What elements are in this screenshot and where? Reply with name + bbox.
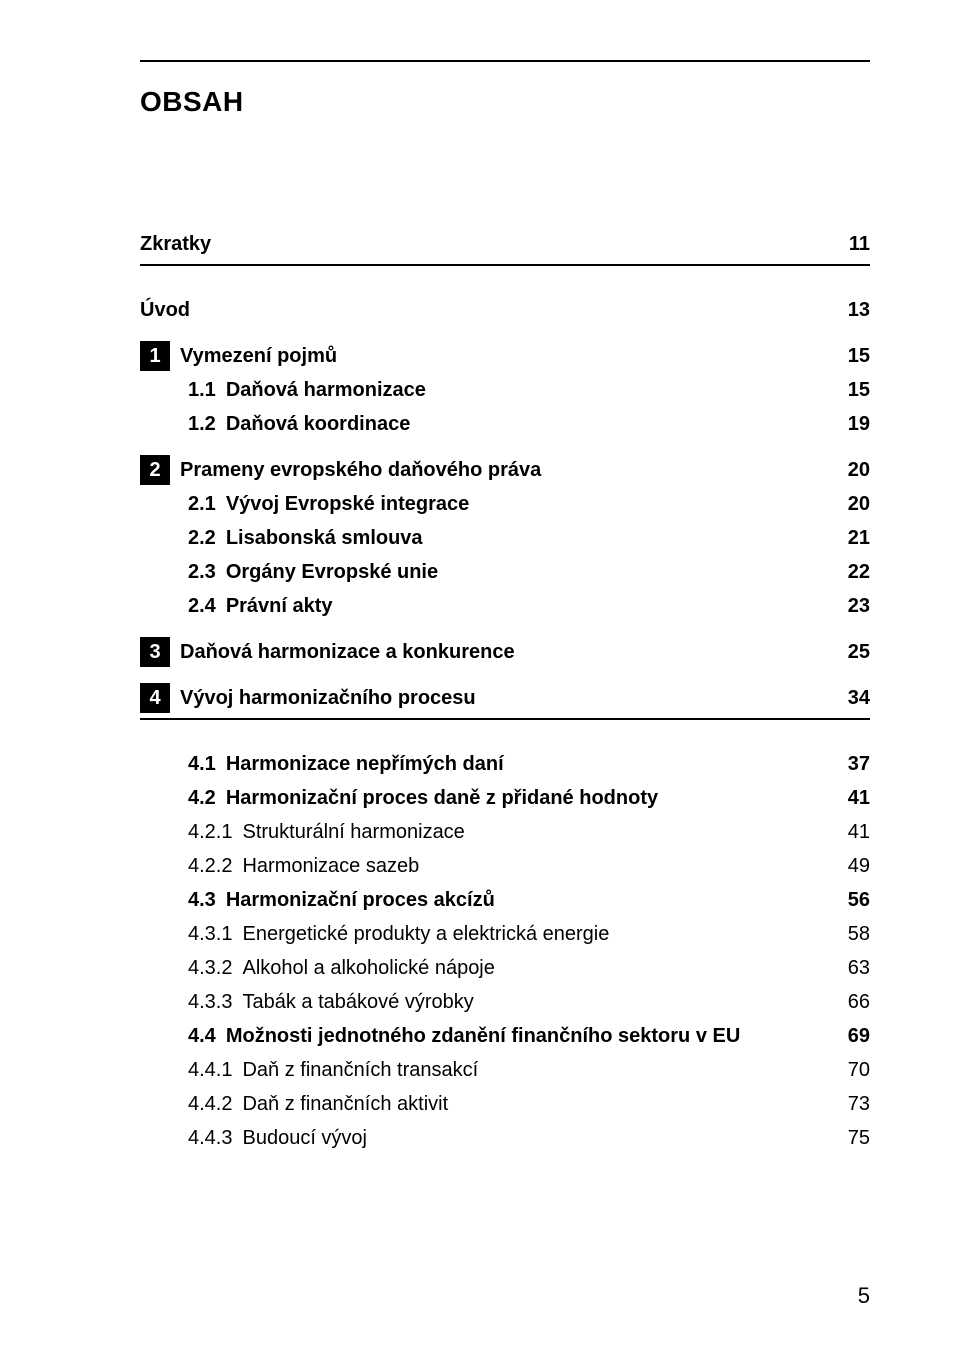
entry-label: Právní akty — [226, 590, 333, 622]
entry-label: Strukturální harmonizace — [242, 816, 464, 848]
entry-label: Daň z finančních transakcí — [242, 1054, 478, 1086]
entry-page: 22 — [848, 556, 870, 588]
entry-page: 13 — [848, 294, 870, 326]
entry-number: 4.3 — [188, 884, 216, 916]
toc-row: 2 Prameny evropského daňového práva 20 — [140, 454, 870, 486]
page-title: OBSAH — [140, 86, 870, 118]
entry-page: 56 — [848, 884, 870, 916]
entry-number: 4.2.2 — [188, 850, 232, 882]
toc-row: 4.4.3 Budoucí vývoj 75 — [140, 1122, 870, 1154]
entry-page: 41 — [848, 816, 870, 848]
entry-page: 11 — [849, 228, 870, 260]
entry-page: 58 — [848, 918, 870, 950]
entry-number: 1.1 — [188, 374, 216, 406]
entry-label: Harmonizace sazeb — [242, 850, 419, 882]
table-of-contents: Zkratky 11 Úvod 13 1 Vymezení pojmů 15 1.1 Daňov… — [140, 228, 870, 1154]
entry-page: 34 — [848, 682, 870, 714]
toc-row: 4.3 Harmonizační proces akcízů 56 — [140, 884, 870, 916]
toc-row: 1 Vymezení pojmů 15 — [140, 340, 870, 372]
entry-label: Budoucí vývoj — [242, 1122, 367, 1154]
footer-page-number: 5 — [858, 1283, 870, 1309]
entry-label: Zkratky — [140, 228, 211, 260]
entry-label: Vývoj harmonizačního procesu — [180, 682, 476, 714]
toc-row: 4.2.1 Strukturální harmonizace 41 — [140, 816, 870, 848]
toc-row: 2.3 Orgány Evropské unie 22 — [140, 556, 870, 588]
toc-row: 3 Daňová harmonizace a konkurence 25 — [140, 636, 870, 668]
entry-page: 20 — [848, 454, 870, 486]
entry-page: 20 — [848, 488, 870, 520]
entry-number: 4.2 — [188, 782, 216, 814]
toc-row: Úvod 13 — [140, 294, 870, 326]
entry-page: 19 — [848, 408, 870, 440]
toc-row: 2.1 Vývoj Evropské integrace 20 — [140, 488, 870, 520]
toc-row: 4 Vývoj harmonizačního procesu 34 — [140, 682, 870, 720]
entry-label: Daňová harmonizace a konkurence — [180, 636, 515, 668]
entry-page: 70 — [848, 1054, 870, 1086]
entry-label: Harmonizační proces akcízů — [226, 884, 495, 916]
toc-row: 4.3.2 Alkohol a alkoholické nápoje 63 — [140, 952, 870, 984]
entry-page: 15 — [848, 374, 870, 406]
entry-page: 23 — [848, 590, 870, 622]
entry-label: Daň z finančních aktivit — [242, 1088, 448, 1120]
entry-page: 25 — [848, 636, 870, 668]
toc-row: 4.4.1 Daň z finančních transakcí 70 — [140, 1054, 870, 1086]
entry-label: Daňová koordinace — [226, 408, 411, 440]
entry-page: 49 — [848, 850, 870, 882]
entry-number: 2.2 — [188, 522, 216, 554]
entry-label: Energetické produkty a elektrická energi… — [242, 918, 609, 950]
entry-label: Harmonizace nepřímých daní — [226, 748, 504, 780]
entry-label: Prameny evropského daňového práva — [180, 454, 541, 486]
entry-number: 4.2.1 — [188, 816, 232, 848]
entry-page: 66 — [848, 986, 870, 1018]
toc-row: 4.2.2 Harmonizace sazeb 49 — [140, 850, 870, 882]
entry-page: 41 — [848, 782, 870, 814]
entry-number: 2.4 — [188, 590, 216, 622]
toc-row: 4.1 Harmonizace nepřímých daní 37 — [140, 748, 870, 780]
toc-row: 4.3.3 Tabák a tabákové výrobky 66 — [140, 986, 870, 1018]
entry-number: 2.3 — [188, 556, 216, 588]
page: OBSAH Zkratky11Úvod131Vymezení pojmů151.… — [0, 0, 960, 1349]
entry-number: 4.4.2 — [188, 1088, 232, 1120]
entry-number: 4.4.3 — [188, 1122, 232, 1154]
entry-number: 4.1 — [188, 748, 216, 780]
entry-label: Harmonizační proces daně z přidané hodno… — [226, 782, 658, 814]
entry-number: 4.3.2 — [188, 952, 232, 984]
entry-label: Vymezení pojmů — [180, 340, 337, 372]
entry-number: 4.3.1 — [188, 918, 232, 950]
entry-page: 37 — [848, 748, 870, 780]
toc-row: Zkratky 11 — [140, 228, 870, 266]
entry-page: 63 — [848, 952, 870, 984]
toc-row: 4.3.1 Energetické produkty a elektrická e… — [140, 918, 870, 950]
entry-number: 4.3.3 — [188, 986, 232, 1018]
entry-number: 4.4 — [188, 1020, 216, 1052]
entry-number: 4.4.1 — [188, 1054, 232, 1086]
toc-row: 4.2 Harmonizační proces daně z přidané ho… — [140, 782, 870, 814]
toc-row: 4.4.2 Daň z finančních aktivit 73 — [140, 1088, 870, 1120]
toc-row: 4.4 Možnosti jednotného zdanění finančníh… — [140, 1020, 870, 1052]
toc-row: 2.4 Právní akty 23 — [140, 590, 870, 622]
chapter-number-box: 4 — [140, 683, 170, 713]
chapter-number-box: 1 — [140, 341, 170, 371]
entry-label: Tabák a tabákové výrobky — [242, 986, 473, 1018]
entry-label: Možnosti jednotného zdanění finančního s… — [226, 1020, 740, 1052]
toc-row: 1.2 Daňová koordinace 19 — [140, 408, 870, 440]
chapter-number-box: 3 — [140, 637, 170, 667]
entry-label: Daňová harmonizace — [226, 374, 426, 406]
entry-page: 15 — [848, 340, 870, 372]
entry-label: Vývoj Evropské integrace — [226, 488, 469, 520]
chapter-number-box: 2 — [140, 455, 170, 485]
entry-page: 21 — [848, 522, 870, 554]
entry-page: 75 — [848, 1122, 870, 1154]
toc-row: 1.1 Daňová harmonizace 15 — [140, 374, 870, 406]
entry-label: Úvod — [140, 294, 190, 326]
entry-page: 73 — [848, 1088, 870, 1120]
entry-page: 69 — [848, 1020, 870, 1052]
entry-number: 2.1 — [188, 488, 216, 520]
entry-label: Lisabonská smlouva — [226, 522, 423, 554]
top-rule — [140, 60, 870, 62]
toc-row: 2.2 Lisabonská smlouva 21 — [140, 522, 870, 554]
entry-number: 1.2 — [188, 408, 216, 440]
entry-label: Orgány Evropské unie — [226, 556, 438, 588]
entry-label: Alkohol a alkoholické nápoje — [242, 952, 494, 984]
